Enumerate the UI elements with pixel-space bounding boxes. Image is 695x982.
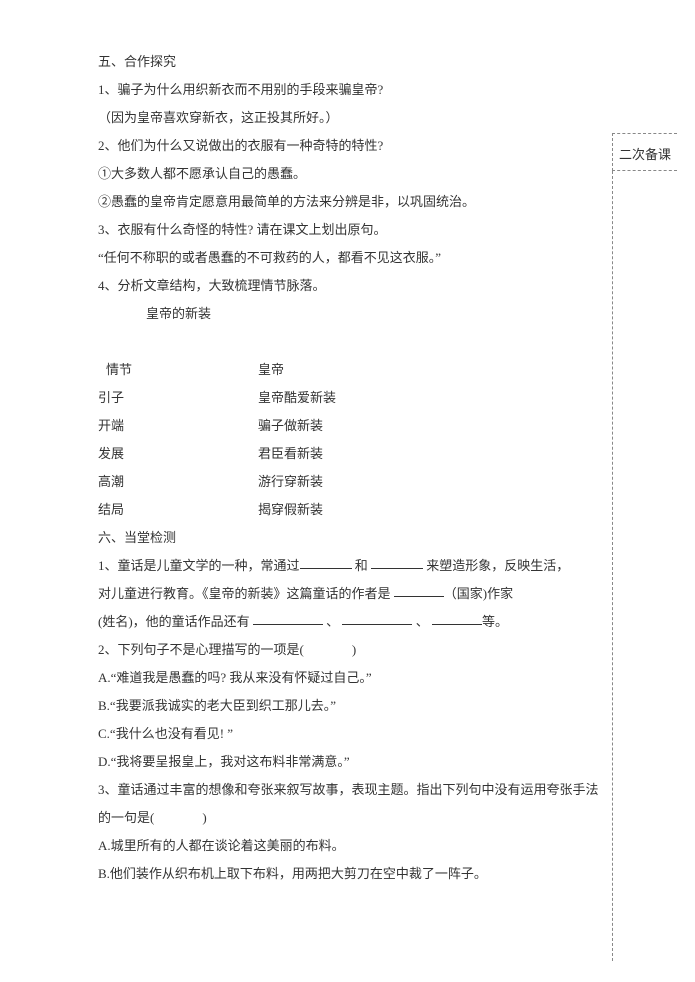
plot-row: 发展 君臣看新装 bbox=[98, 440, 648, 468]
plot-c1: 发展 bbox=[98, 440, 258, 468]
text: ) bbox=[352, 642, 356, 657]
fill-blank[interactable] bbox=[394, 583, 444, 597]
s6-q1-line1: 1、童话是儿童文学的一种，常通过 和 来塑造形象，反映生活， bbox=[98, 552, 648, 580]
plot-row: 结局 揭穿假新装 bbox=[98, 496, 648, 524]
text: 的一句是( bbox=[98, 810, 154, 825]
document-body: 五、合作探究 1、骗子为什么用织新衣而不用别的手段来骗皇帝? （因为皇帝喜欢穿新… bbox=[98, 48, 648, 888]
text: 和 bbox=[352, 558, 372, 573]
sidebar-note-box: 二次备课 bbox=[612, 133, 677, 171]
plot-c1: 高潮 bbox=[98, 468, 258, 496]
plot-c2: 皇帝酷爱新装 bbox=[258, 384, 336, 412]
text: (姓名)，他的童话作品还有 bbox=[98, 614, 253, 629]
plot-header-c2: 皇帝 bbox=[258, 356, 284, 384]
text: 、 bbox=[412, 614, 432, 629]
a2-2: ②愚蠢的皇帝肯定愿意用最简单的方法来分辨是非，以巩固统治。 bbox=[98, 188, 648, 216]
plot-c1: 开端 bbox=[98, 412, 258, 440]
s6-q3-B: B.他们装作从织布机上取下布料，用两把大剪刀在空中裁了一阵子。 bbox=[98, 860, 648, 888]
plot-c2: 骗子做新装 bbox=[258, 412, 323, 440]
s6-q3-l1: 3、童话通过丰富的想像和夸张来叙写故事，表现主题。指出下列句中没有运用夸张手法 bbox=[98, 776, 648, 804]
s6-q2-D: D.“我将要呈报皇上，我对这布料非常满意。” bbox=[98, 748, 648, 776]
q3: 3、衣服有什么奇怪的特性? 请在课文上划出原句。 bbox=[98, 216, 648, 244]
plot-c1: 引子 bbox=[98, 384, 258, 412]
plot-row: 高潮 游行穿新装 bbox=[98, 468, 648, 496]
sidebar-label: 二次备课 bbox=[619, 147, 671, 162]
a2-1: ①大多数人都不愿承认自己的愚蠢。 bbox=[98, 160, 648, 188]
text: 等。 bbox=[482, 614, 508, 629]
text: 来塑造形象，反映生活， bbox=[423, 558, 569, 573]
sidebar-vline bbox=[612, 171, 613, 961]
plot-row: 开端 骗子做新装 bbox=[98, 412, 648, 440]
text: 1、童话是儿童文学的一种，常通过 bbox=[98, 558, 300, 573]
plot-c1: 结局 bbox=[98, 496, 258, 524]
s6-q1-line3: (姓名)，他的童话作品还有 、 、 等。 bbox=[98, 608, 648, 636]
fill-blank[interactable] bbox=[342, 611, 412, 625]
s6-q2-C: C.“我什么也没有看见! ” bbox=[98, 720, 648, 748]
text: 、 bbox=[323, 614, 343, 629]
section-6-title: 六、当堂检测 bbox=[98, 524, 648, 552]
q2: 2、他们为什么又说做出的衣服有一种奇特的特性? bbox=[98, 132, 648, 160]
s6-q3-A: A.城里所有的人都在谈论着这美丽的布料。 bbox=[98, 832, 648, 860]
text: （国家)作家 bbox=[444, 586, 513, 601]
q4: 4、分析文章结构，大致梳理情节脉落。 bbox=[98, 272, 648, 300]
q1: 1、骗子为什么用织新衣而不用别的手段来骗皇帝? bbox=[98, 76, 648, 104]
s6-q2-A: A.“难道我是愚蠢的吗? 我从来没有怀疑过自己。” bbox=[98, 664, 648, 692]
fill-blank[interactable] bbox=[371, 555, 423, 569]
subtitle: 皇帝的新装 bbox=[98, 300, 648, 328]
spacer bbox=[98, 328, 648, 356]
plot-c2: 游行穿新装 bbox=[258, 468, 323, 496]
text: 对儿童进行教育。《皇帝的新装》这篇童话的作者是 bbox=[98, 586, 394, 601]
plot-header-c1: 情节 bbox=[98, 356, 258, 384]
fill-blank[interactable] bbox=[300, 555, 352, 569]
plot-row: 引子 皇帝酷爱新装 bbox=[98, 384, 648, 412]
section-5-title: 五、合作探究 bbox=[98, 48, 648, 76]
plot-header: 情节 皇帝 bbox=[98, 356, 648, 384]
text: 2、下列句子不是心理描写的一项是( bbox=[98, 642, 304, 657]
s6-q2-B: B.“我要派我诚实的老大臣到织工那儿去。” bbox=[98, 692, 648, 720]
text: ) bbox=[202, 810, 206, 825]
s6-q3-l2: 的一句是() bbox=[98, 804, 648, 832]
plot-c2: 君臣看新装 bbox=[258, 440, 323, 468]
a1: （因为皇帝喜欢穿新衣，这正投其所好。） bbox=[98, 104, 648, 132]
plot-c2: 揭穿假新装 bbox=[258, 496, 323, 524]
fill-blank[interactable] bbox=[432, 611, 482, 625]
fill-blank[interactable] bbox=[253, 611, 323, 625]
s6-q2: 2、下列句子不是心理描写的一项是() bbox=[98, 636, 648, 664]
s6-q1-line2: 对儿童进行教育。《皇帝的新装》这篇童话的作者是 （国家)作家 bbox=[98, 580, 648, 608]
a3: “任何不称职的或者愚蠢的不可救药的人，都看不见这衣服。” bbox=[98, 244, 648, 272]
